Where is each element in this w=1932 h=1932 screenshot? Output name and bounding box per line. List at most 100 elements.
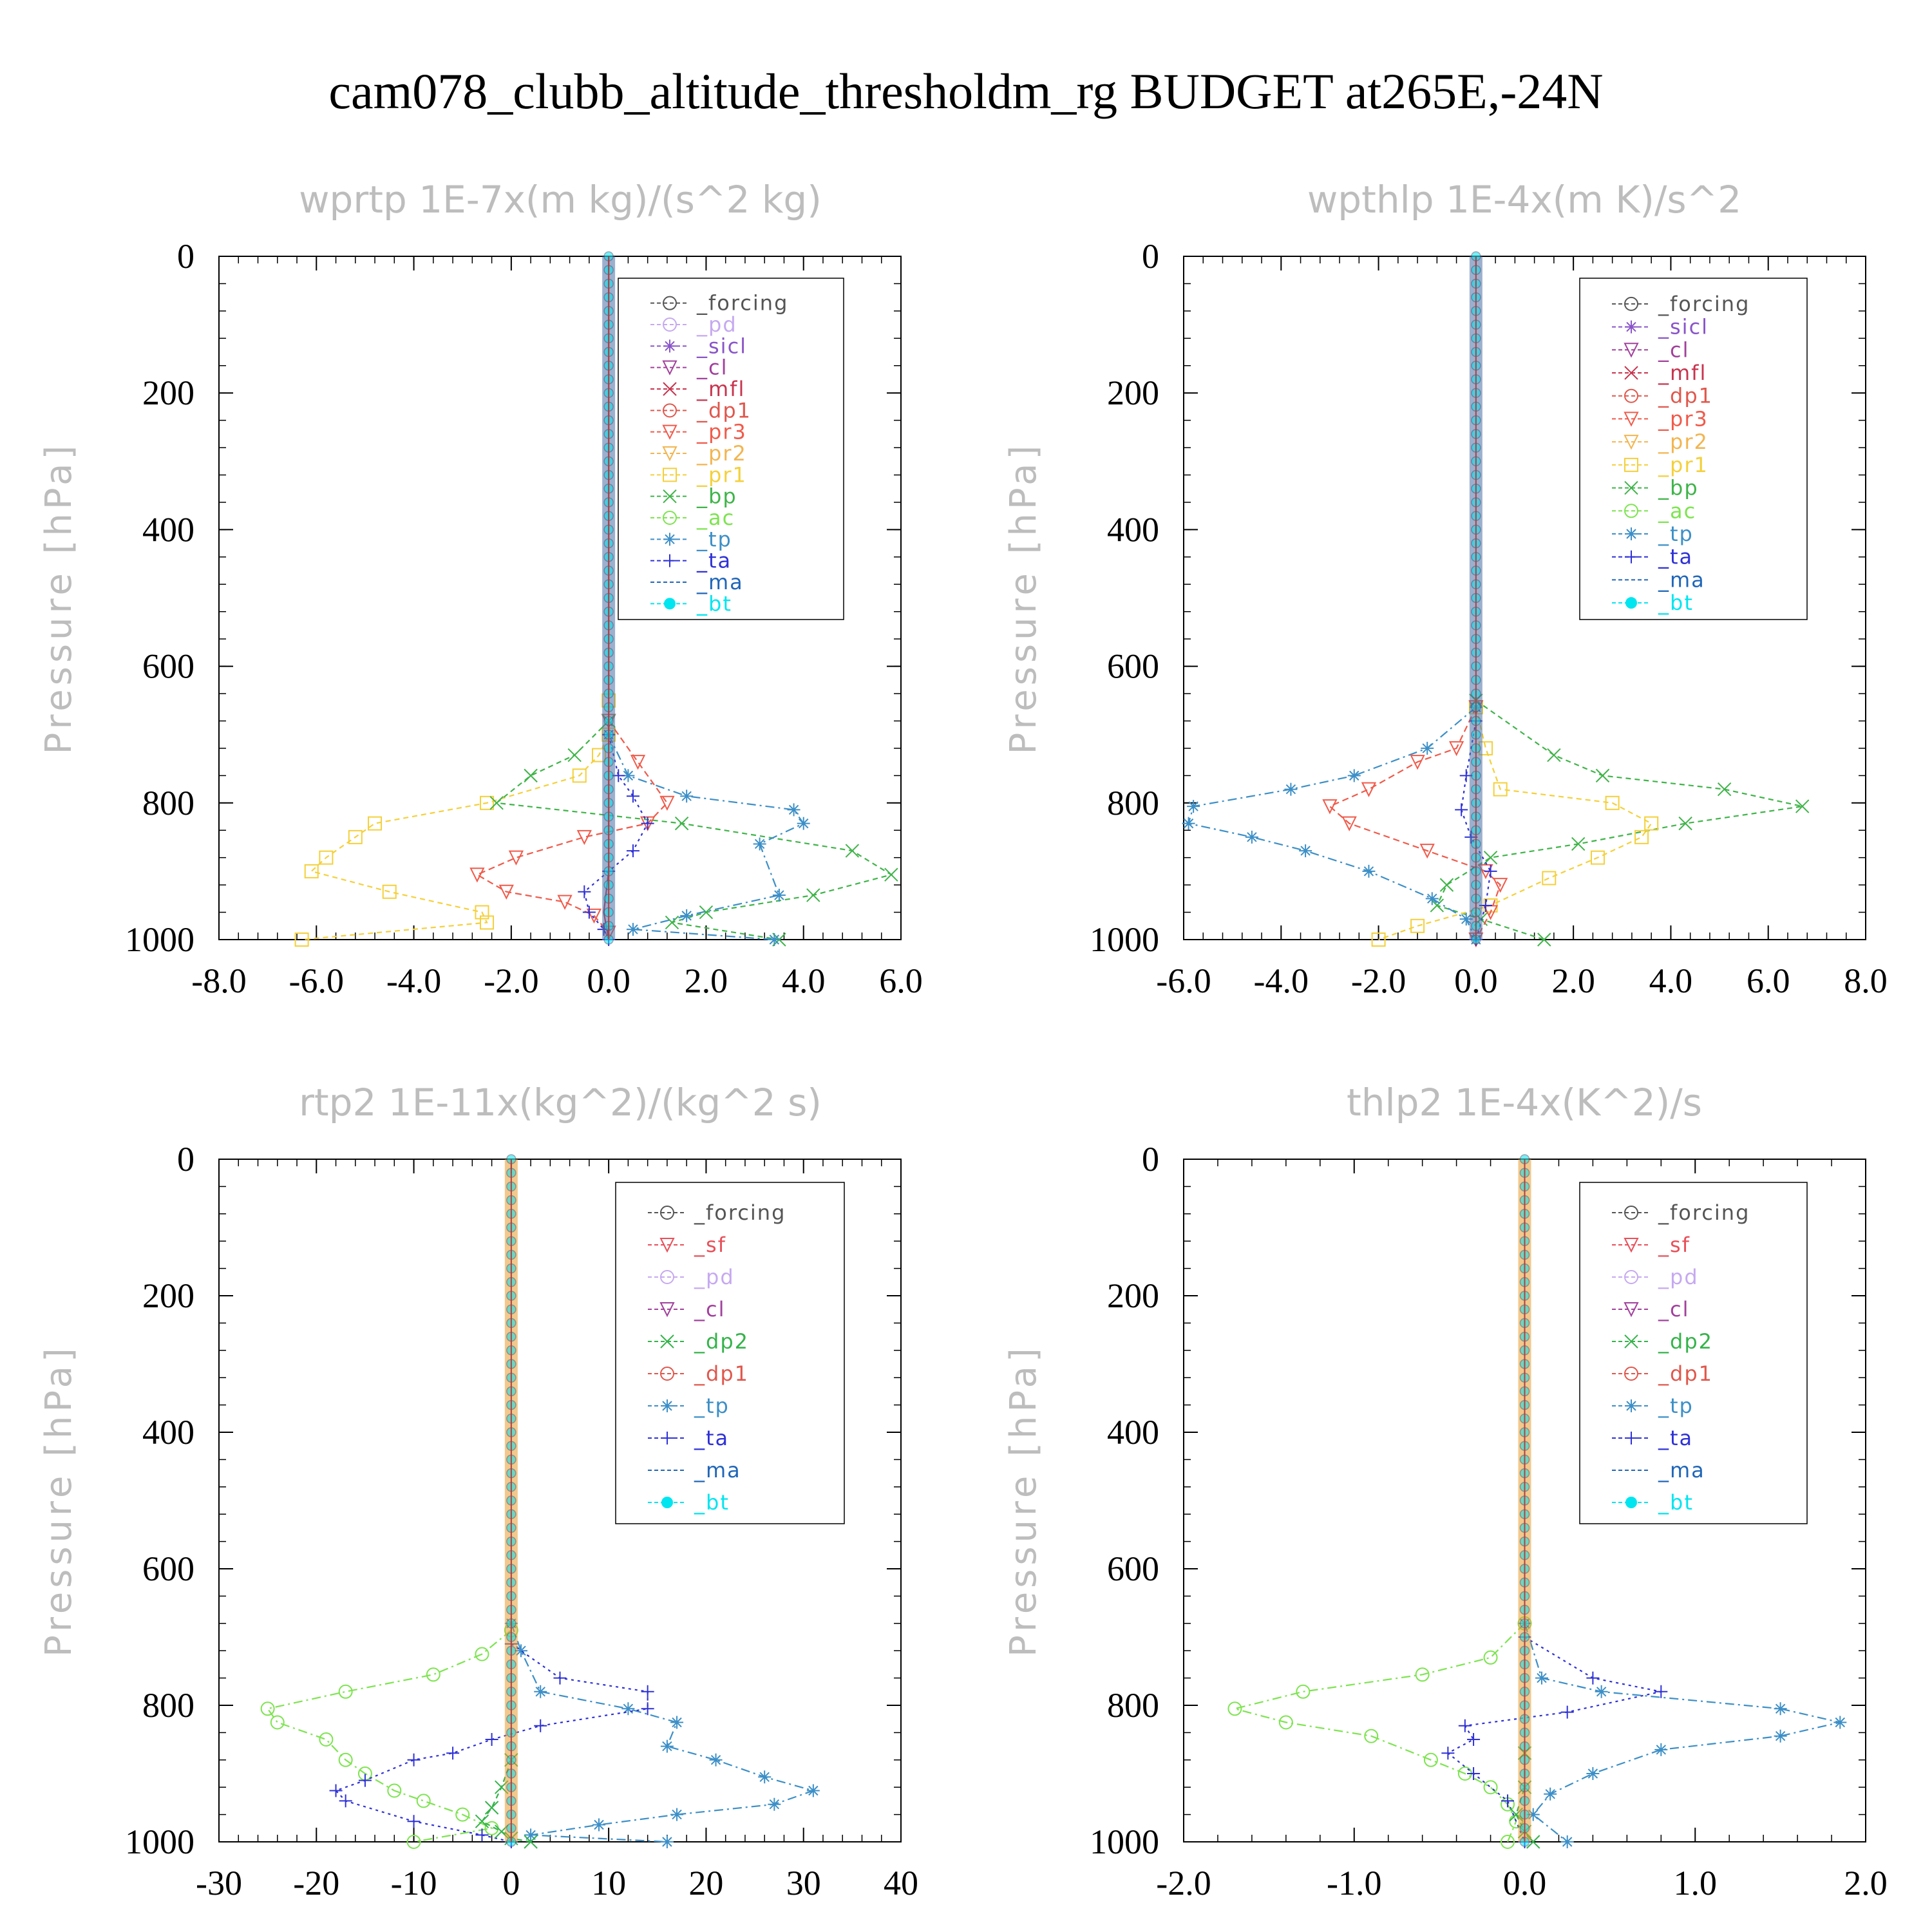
data-point <box>382 884 397 899</box>
panel-title: wprtp 1E-7x(m kg)/(s^2 kg) <box>299 178 822 222</box>
panel-title: thlp2 1E-4x(K^2)/s <box>1347 1081 1702 1124</box>
y-tick-label: 200 <box>142 1276 194 1315</box>
legend-marker <box>1624 457 1638 472</box>
legend-label: _bt <box>694 1490 730 1515</box>
legend-marker <box>659 1302 675 1318</box>
legend-label: _ta <box>694 1426 729 1450</box>
y-tick-label: 0 <box>1142 1140 1159 1179</box>
x-tick-label: 40 <box>884 1864 918 1902</box>
panel-3: rtp2 1E-11x(kg^2)/(kg^2 s) Pressure [hPa]… <box>38 1081 918 1902</box>
data-point <box>1371 933 1386 947</box>
x-tick-label: 2.0 <box>1551 961 1595 1000</box>
y-tick-label: 1000 <box>1090 920 1159 959</box>
legend-label: _dp1 <box>696 398 752 422</box>
legend-label: _pr1 <box>1658 453 1709 477</box>
data-point <box>553 1671 567 1685</box>
x-tick-label: -20 <box>293 1864 339 1902</box>
data-point <box>1284 782 1298 796</box>
legend-marker <box>663 533 676 546</box>
x-tick-label: 2.0 <box>1844 1864 1888 1902</box>
legend-marker <box>663 468 677 482</box>
legend-marker <box>660 1367 674 1381</box>
data-point <box>1458 1719 1472 1732</box>
x-tick-label: 1.0 <box>1674 1864 1718 1902</box>
series-line-pr3 <box>475 720 668 934</box>
y-tick-label: 1000 <box>125 1823 194 1861</box>
data-point <box>1595 1685 1608 1698</box>
data-point <box>641 817 654 830</box>
data-point <box>304 864 319 878</box>
series-line-tp <box>608 734 805 941</box>
legend-marker <box>664 598 676 610</box>
legend-marker <box>1624 412 1639 427</box>
data-point <box>387 1783 402 1798</box>
legend-label: _ta <box>696 549 732 573</box>
y-tick-label: 0 <box>177 237 194 276</box>
y-axis-label: Pressure [hPa] <box>38 1344 80 1657</box>
data-point <box>557 895 573 910</box>
data-point <box>1605 795 1620 810</box>
x-tick-label: 6.0 <box>879 961 923 1000</box>
data-point <box>524 768 538 783</box>
legend-marker <box>662 360 677 375</box>
data-point <box>1410 755 1425 770</box>
legend-label: _sf <box>1658 1233 1690 1257</box>
data-point <box>1537 933 1551 947</box>
data-point <box>621 769 635 782</box>
legend-label: _pr2 <box>696 441 747 466</box>
legend-marker <box>662 446 677 462</box>
data-point <box>319 850 334 865</box>
legend-box <box>1579 278 1808 620</box>
y-axis-label: Pressure [hPa] <box>1003 1344 1045 1657</box>
data-point <box>1644 816 1659 831</box>
y-tick-label: 200 <box>1107 374 1159 412</box>
legend-marker <box>660 1206 674 1220</box>
data-point <box>1459 913 1473 926</box>
data-point <box>1560 1835 1574 1848</box>
data-point <box>1322 799 1338 815</box>
y-tick-label: 600 <box>1107 647 1159 686</box>
legend-label: _cl <box>1658 1297 1689 1321</box>
data-point <box>1501 1835 1515 1849</box>
legend-marker <box>1624 1206 1638 1220</box>
legend-marker <box>663 317 677 332</box>
data-point <box>426 1667 440 1682</box>
data-point <box>1362 864 1376 878</box>
data-point <box>480 795 495 810</box>
data-point <box>475 1647 489 1662</box>
figure-title: cam078_clubb_altitude_thresholdm_rg BUDG… <box>328 63 1603 119</box>
data-point <box>319 1732 334 1747</box>
data-point <box>524 1835 538 1849</box>
legend-marker <box>1625 320 1638 334</box>
data-point <box>1833 1716 1847 1729</box>
data-point <box>1547 748 1561 762</box>
data-point <box>753 837 766 851</box>
data-point <box>1678 816 1692 831</box>
legend-label: _pd <box>696 312 737 337</box>
x-tick-label: -10 <box>391 1864 437 1902</box>
legend-label: _ac <box>696 506 735 530</box>
legend-marker <box>663 554 676 567</box>
data-point <box>1654 1743 1668 1756</box>
legend-marker <box>663 382 677 396</box>
data-point <box>1634 829 1649 844</box>
data-point <box>884 867 898 882</box>
legend-label: _pr1 <box>696 462 747 487</box>
data-point <box>1227 1701 1242 1716</box>
data-point <box>1182 817 1195 830</box>
data-point <box>475 1828 489 1842</box>
legend-label: _forcing <box>694 1200 786 1225</box>
data-point <box>659 795 675 811</box>
legend-label: _mfl <box>1658 361 1707 385</box>
legend-label: _ta <box>1658 545 1693 569</box>
data-point <box>407 1815 421 1828</box>
x-tick-label: 30 <box>786 1864 821 1902</box>
series-line-ta <box>1446 1636 1662 1842</box>
data-point <box>1526 1808 1540 1821</box>
data-point <box>699 905 714 920</box>
y-tick-label: 1000 <box>1090 1823 1159 1861</box>
data-point <box>1774 1702 1787 1716</box>
data-point <box>1493 782 1508 797</box>
legend-label: _sf <box>694 1233 726 1257</box>
legend-label: _forcing <box>696 291 788 316</box>
